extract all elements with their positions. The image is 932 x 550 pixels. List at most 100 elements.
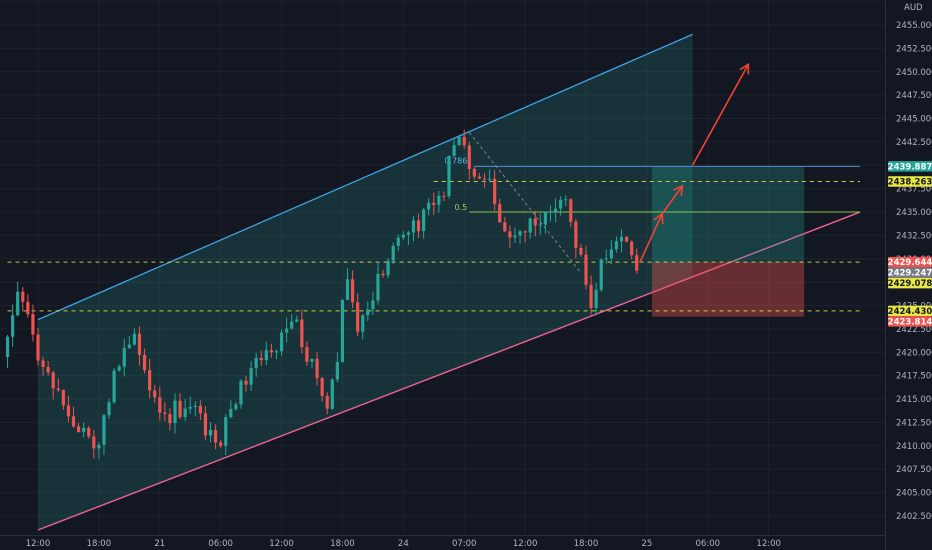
price-tick-label: 2412.500 xyxy=(896,418,932,428)
candle-body xyxy=(498,203,502,223)
candle-body xyxy=(142,354,147,371)
candle-body xyxy=(589,284,593,309)
candle-body xyxy=(345,279,350,300)
candle-body xyxy=(508,231,512,238)
candle-body xyxy=(437,195,441,205)
candle-body xyxy=(472,168,476,177)
candle-body xyxy=(234,404,238,410)
price-badges: 2439.887 2438.263 2429.6442429.2472429.078… xyxy=(888,161,932,327)
candle-body xyxy=(452,145,456,156)
time-tick-label: 25 xyxy=(641,539,652,549)
price-tick-label: 2407.500 xyxy=(896,465,932,475)
time-tick-label: 18:00 xyxy=(574,539,599,549)
time-tick-label: 18:00 xyxy=(87,539,112,549)
time-tick-label: 18:00 xyxy=(330,539,355,549)
candle-body xyxy=(340,299,345,363)
price-badge xyxy=(888,256,932,268)
price-tick-label: 2445.000 xyxy=(896,115,932,125)
candle-body xyxy=(361,315,365,332)
candle-body xyxy=(279,332,284,352)
candle-body xyxy=(46,367,50,373)
projection-arrows[interactable] xyxy=(639,62,750,263)
time-tick-label: 12:00 xyxy=(513,539,538,549)
candle-body xyxy=(76,426,81,432)
candle-body xyxy=(224,417,228,446)
candle-body xyxy=(97,444,101,449)
candle-body xyxy=(624,236,629,242)
candle-body xyxy=(442,195,446,197)
position-target-zone[interactable] xyxy=(651,166,805,263)
candle-body xyxy=(249,368,253,385)
candle-body xyxy=(350,279,355,303)
candle-body xyxy=(290,321,294,329)
candle-body xyxy=(137,333,142,355)
candle-body xyxy=(122,348,126,367)
price-tick-label: 2417.500 xyxy=(896,372,932,382)
candle-body xyxy=(513,235,517,238)
candle-body xyxy=(427,202,431,210)
candle-body xyxy=(406,232,411,235)
candle-body xyxy=(467,145,471,169)
candle-body xyxy=(564,199,568,201)
candle-body xyxy=(320,378,324,396)
candle-body xyxy=(579,247,583,255)
time-axis[interactable]: 12:00 18:00 21 06:00 12:00 18:00 24 07:00 12:00 1… xyxy=(0,535,885,550)
candle-body xyxy=(51,372,55,389)
price-badge xyxy=(888,267,932,278)
candle-body xyxy=(61,389,65,406)
projection-arrow-head xyxy=(673,184,684,196)
candle-body xyxy=(178,400,182,418)
candle-body xyxy=(432,202,436,205)
projection-arrow-shaft[interactable] xyxy=(691,63,750,166)
price-tick-label: 2415.000 xyxy=(896,395,932,405)
candle-body xyxy=(422,209,426,232)
price-badge-label: 2424.430 xyxy=(888,307,932,317)
price-badge xyxy=(888,161,932,172)
candle-body xyxy=(148,370,152,391)
candle-body xyxy=(604,258,608,260)
time-tick-label: 12:00 xyxy=(26,539,51,549)
horizontal-levels[interactable] xyxy=(7,165,860,312)
channel-upper-line[interactable] xyxy=(37,33,693,321)
candle-body xyxy=(244,380,248,385)
candle-body xyxy=(396,237,400,246)
time-tick-label: 12:00 xyxy=(756,539,781,549)
candle-body xyxy=(630,241,634,256)
candle-body xyxy=(66,405,71,417)
price-badge xyxy=(888,176,932,187)
fib-retracement[interactable]: 0.786 0.5 xyxy=(444,132,582,274)
candle-body xyxy=(366,309,370,316)
position-stop-zone[interactable] xyxy=(651,262,805,317)
time-tick-label: 21 xyxy=(154,539,165,549)
candle-body xyxy=(5,336,10,358)
channel-lower-line[interactable] xyxy=(37,211,861,531)
candle-body xyxy=(482,178,487,180)
candle-body xyxy=(538,224,542,226)
candle-body xyxy=(198,405,202,414)
price-tick-label: 2410.000 xyxy=(896,442,932,452)
price-tick-label: 2422.500 xyxy=(896,325,932,335)
candle-body xyxy=(71,416,76,427)
price-tick-label: 2435.000 xyxy=(896,208,932,218)
candle-body xyxy=(208,429,213,436)
candle-body xyxy=(229,409,233,418)
candle-body xyxy=(569,199,573,222)
candle-body xyxy=(457,136,461,146)
grid xyxy=(0,0,885,535)
candle-body xyxy=(117,366,121,371)
price-tick-label: 2405.000 xyxy=(896,489,932,499)
candle-body xyxy=(56,388,60,390)
candle-body xyxy=(168,414,172,424)
candle-body xyxy=(295,319,299,322)
projection-arrow-shaft[interactable] xyxy=(661,185,684,215)
candle-body xyxy=(219,442,223,446)
long-position-tool[interactable] xyxy=(651,166,805,317)
projection-arrow-shaft[interactable] xyxy=(639,213,663,263)
candle-body xyxy=(213,429,218,443)
candle-body xyxy=(325,395,329,409)
candle-body xyxy=(82,427,86,432)
candle-body xyxy=(274,351,279,353)
candle-body xyxy=(26,301,30,315)
